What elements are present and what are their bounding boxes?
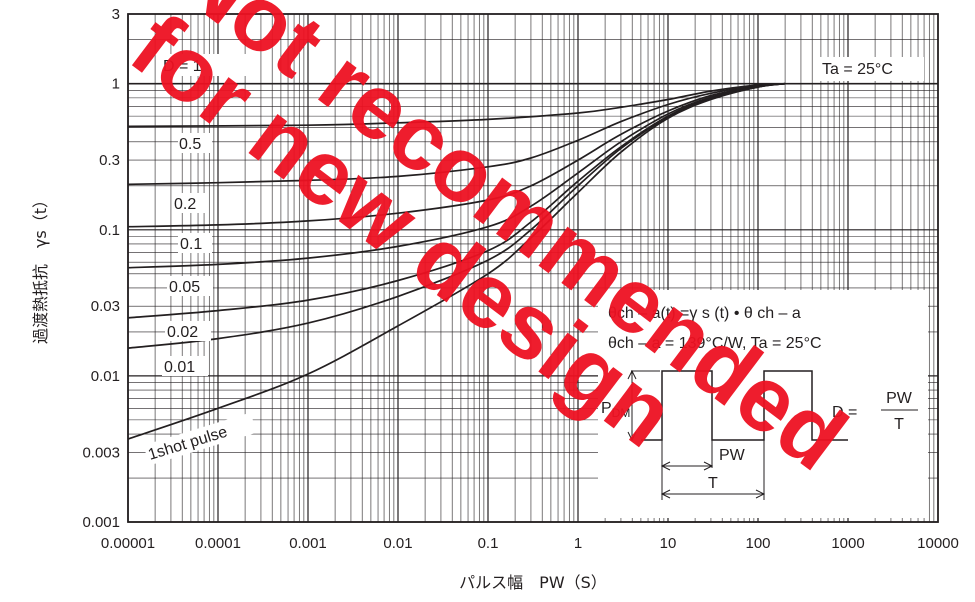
plot-frame	[127, 13, 939, 523]
x-axis-title: パルス幅 PW（S）	[459, 573, 607, 592]
x-tick-label: 100	[745, 535, 770, 552]
t-label: T	[708, 475, 718, 492]
curve-label-0-2: 0.2	[172, 193, 206, 213]
x-tick-label: 0.00001	[101, 535, 155, 552]
curve-label-0-02: 0.02	[165, 321, 211, 341]
duty-eq-label: D =	[832, 404, 857, 421]
pdm-label: PDM	[601, 400, 630, 420]
series-line	[127, 82, 786, 186]
x-tick-label: 0.0001	[195, 535, 241, 552]
svg-text:D = 1: D = 1	[163, 58, 202, 75]
y-tick-label: 0.01	[91, 368, 120, 385]
svg-text:0.2: 0.2	[174, 196, 196, 213]
pulse-waveform	[641, 370, 848, 441]
y-tick-label: 3	[112, 6, 120, 23]
x-tick-label: 10	[660, 535, 677, 552]
formula-line-1: θch – a(t) =γ s (t) • θ ch – a	[608, 305, 801, 322]
y-tick-label: 0.003	[82, 444, 120, 461]
series-line	[127, 82, 786, 228]
y-tick-label: 0.1	[99, 222, 120, 239]
pw-dimension	[660, 440, 766, 500]
svg-text:0.5: 0.5	[179, 136, 201, 153]
curve-label-d1: D = 1	[160, 54, 248, 76]
pdm-dimension	[627, 369, 660, 442]
duty-denominator: T	[894, 416, 904, 433]
x-tick-label: 0.001	[289, 535, 327, 552]
y-axis-title: 過渡熱抵抗 γs（t）	[31, 192, 50, 344]
svg-text:0.01: 0.01	[164, 359, 195, 376]
ta-label: Ta = 25°C	[818, 57, 924, 81]
svg-text:0.1: 0.1	[180, 236, 202, 253]
pw-label: PW	[719, 447, 746, 464]
curves	[127, 82, 938, 440]
curve-label-0-01: 0.01	[162, 356, 208, 376]
series-line	[127, 82, 786, 128]
x-tick-label: 0.1	[478, 535, 499, 552]
y-tick-label: 0.3	[99, 152, 120, 169]
formula-inset: θch – a(t) =γ s (t) • θ ch – a θch – a =…	[598, 290, 928, 518]
curve-label-0-5: 0.5	[178, 133, 212, 153]
svg-text:0.05: 0.05	[169, 279, 200, 296]
duty-numerator: PW	[886, 390, 913, 407]
y-tick-label: 0.03	[91, 298, 120, 315]
formula-line-2: θch – a = 139°C/W, Ta = 25°C	[608, 335, 822, 352]
y-tick-label: 1	[112, 76, 120, 93]
tick-labels: 0.00001 0.0001 0.001 0.01 0.1 1 10 100 1000 10000…	[82, 6, 958, 552]
svg-text:0.02: 0.02	[167, 324, 198, 341]
series-line	[127, 82, 786, 440]
curve-label-0-1: 0.1	[178, 233, 212, 253]
x-tick-label: 0.01	[383, 535, 412, 552]
x-tick-label: 10000	[917, 535, 959, 552]
curve-label-0-05: 0.05	[167, 276, 213, 296]
y-tick-label: 0.001	[82, 514, 120, 531]
x-tick-label: 1000	[831, 535, 864, 552]
x-tick-label: 1	[574, 535, 582, 552]
svg-text:Ta = 25°C: Ta = 25°C	[822, 61, 893, 78]
